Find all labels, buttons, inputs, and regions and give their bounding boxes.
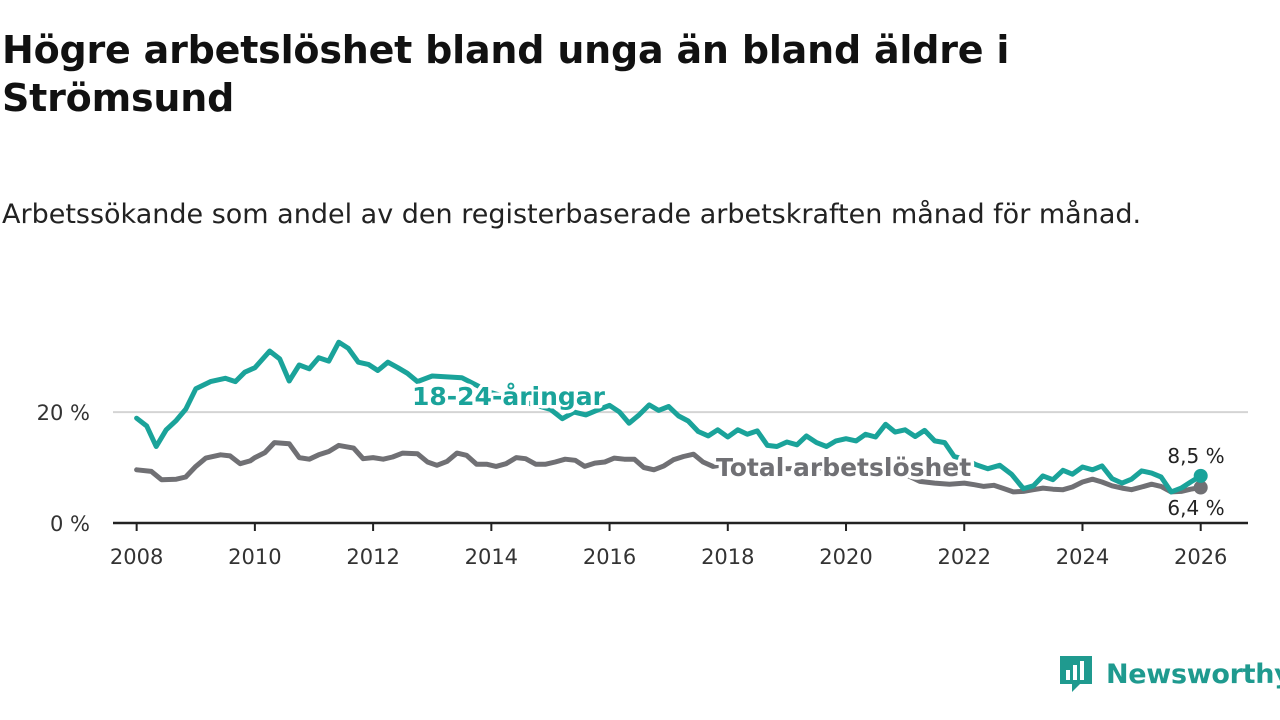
x-tick-label: 2008 <box>110 545 163 569</box>
x-tick-label: 2012 <box>346 545 399 569</box>
y-tick-label: 20 % <box>37 401 90 425</box>
x-tick-label: 2024 <box>1056 545 1109 569</box>
x-tick-label: 2020 <box>819 545 872 569</box>
series-end-point-total <box>1193 480 1208 495</box>
chart-title: Högre arbetslöshet bland unga än bland ä… <box>2 28 1010 120</box>
line-layer <box>134 339 1208 495</box>
y-tick-label: 0 % <box>50 512 90 536</box>
series-line-total <box>134 440 1204 495</box>
series-label-total: Total arbetslöshet <box>716 453 971 482</box>
brand-logo[interactable]: Newsworthy <box>1058 654 1280 694</box>
brand-name: Newsworthy <box>1106 658 1280 690</box>
chart-subtitle: Arbetssökande som andel av den registerb… <box>2 199 1142 230</box>
label-layer: 18-24-åringar Total arbetslöshet 8,5 % 6,4 … <box>409 379 1225 521</box>
x-tick-label: 2018 <box>701 545 754 569</box>
end-value-total: 6,4 % <box>1167 496 1224 520</box>
x-tick-label: 2010 <box>228 545 281 569</box>
series-line-youth <box>134 339 1204 495</box>
x-tick-label: 2022 <box>938 545 991 569</box>
end-value-youth: 8,5 % <box>1167 444 1224 468</box>
series-end-point-youth <box>1193 468 1208 483</box>
axis-layer: 0 % 20 % 2008 2010 2012 2014 2016 2018 2020 2022 2… <box>37 401 1248 569</box>
x-tick-label: 2026 <box>1174 545 1227 569</box>
x-tick-label: 2014 <box>465 545 518 569</box>
x-tick-label: 2016 <box>583 545 636 569</box>
line-chart: 0 % 20 % 2008 2010 2012 2014 2016 2018 2020 2022 2… <box>37 339 1248 569</box>
series-label-youth: 18-24-åringar <box>412 382 606 411</box>
newsworthy-logo-icon <box>1060 656 1092 692</box>
